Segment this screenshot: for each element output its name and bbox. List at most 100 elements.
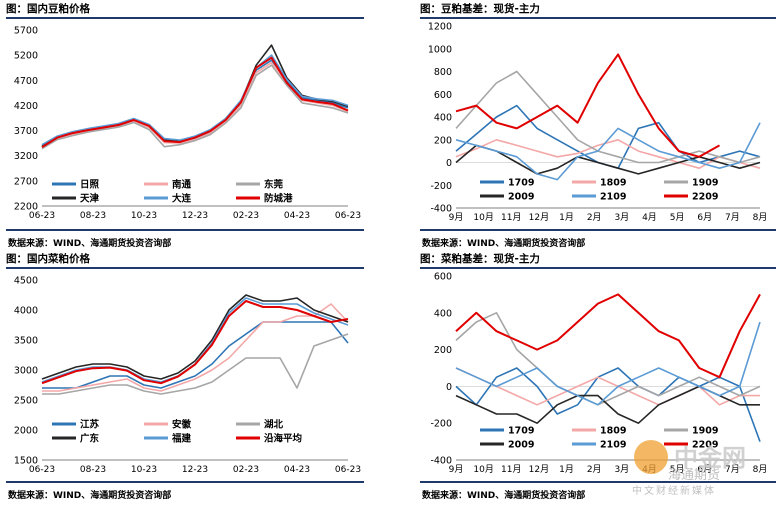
series-line <box>455 385 760 424</box>
x-tick-label: 04-23 <box>284 211 310 221</box>
y-tick-label: 4000 <box>14 306 38 317</box>
legend: 1709 1809 1909 2009 2109 2209 <box>480 178 718 203</box>
soymeal-basis-chart: -400 -200 0 200 400 600 800 1000 1200 9月 10月 11月 12月… <box>428 22 768 224</box>
x-tick-label: 5月 <box>670 464 685 475</box>
x-tick-label: 7月 <box>725 212 740 223</box>
legend-label: 1909 <box>692 178 718 189</box>
x-tick-label: 06-23 <box>335 465 361 475</box>
legend-label: 大连 <box>172 193 192 205</box>
series-line <box>455 122 761 181</box>
y-tick-label: 600 <box>434 272 452 283</box>
x-tick-label: 08-23 <box>80 211 106 221</box>
x-tick-label: 3月 <box>614 464 629 475</box>
series-line <box>42 333 349 395</box>
source-rule <box>6 481 364 483</box>
y-tick-label: 200 <box>434 345 452 356</box>
source-rule <box>420 229 776 231</box>
x-tick-label: 02-23 <box>233 211 259 221</box>
x-tick-label: 10月 <box>473 212 493 223</box>
x-tick-label: 12-23 <box>182 465 208 475</box>
legend-label: 福建 <box>171 433 192 445</box>
y-tick-label: 200 <box>434 135 452 146</box>
legend-label: 1809 <box>600 178 626 189</box>
title-rule <box>6 17 364 19</box>
y-tick-label: 3700 <box>14 126 38 137</box>
title-rule <box>420 267 776 269</box>
watermark-overlay: 海通期货 <box>668 468 721 483</box>
x-tick-label: 8月 <box>753 212 768 223</box>
series-line <box>455 321 761 406</box>
title-rule <box>6 267 364 269</box>
x-tick-label: 6月 <box>697 464 712 475</box>
x-tick-label: 4月 <box>642 212 657 223</box>
series-line <box>455 70 761 164</box>
y-tick-label: 0 <box>446 158 452 169</box>
watermark-sub: 中文财经新媒体 <box>632 486 716 497</box>
legend-label: 2109 <box>600 440 626 451</box>
legend-label: 2009 <box>508 192 534 203</box>
legend-label: 日照 <box>80 180 100 191</box>
source-note: 数据来源：WIND、海通期货投资咨询部 <box>422 239 586 249</box>
panel-title: 图：国内菜粕价格 <box>6 253 90 265</box>
legend-label: 广东 <box>80 433 100 445</box>
series-line <box>41 61 349 149</box>
legend-label: 南通 <box>172 179 192 191</box>
legend-label: 湖北 <box>264 419 284 431</box>
source-rule <box>6 229 364 231</box>
source-rule <box>420 481 776 483</box>
series-line <box>455 144 761 175</box>
x-tick-label: 12-23 <box>182 211 208 221</box>
legend-label: 1709 <box>508 178 534 189</box>
title-rule <box>420 17 776 19</box>
series-line <box>41 300 349 385</box>
y-tick-label: -400 <box>430 456 452 467</box>
watermark-coin-icon <box>634 440 668 474</box>
x-tick-label: 06-23 <box>29 211 55 221</box>
x-tick-label: 06-23 <box>29 465 55 475</box>
series-line <box>41 56 349 149</box>
y-tick-label: -400 <box>430 204 452 215</box>
legend-label: 1909 <box>692 426 718 437</box>
series-line <box>455 293 761 379</box>
series-line <box>41 294 349 380</box>
x-tick-label: 2月 <box>587 212 602 223</box>
x-tick-label: 10月 <box>473 464 493 475</box>
panel-title: 图：菜粕基差：现货-主力 <box>420 253 540 265</box>
series-line <box>41 54 349 146</box>
soymeal-price-chart: 2200 2700 3200 3700 4200 4700 5200 5700 06-23 08-… <box>14 26 361 222</box>
x-tick-label: 11月 <box>501 464 521 475</box>
legend-label: 2009 <box>508 440 534 451</box>
y-tick-label: 4700 <box>14 76 38 87</box>
panel-soymeal-price: 图：国内豆粕价格 2200 2700 3200 3700 4200 4700 5200 570… <box>6 2 364 250</box>
series-line <box>42 303 349 392</box>
y-tick-label: 2000 <box>14 426 38 437</box>
legend-label: 防城港 <box>264 193 293 205</box>
rapeseed-meal-price-chart: 1500 2000 2500 3000 3500 4000 4500 06-23 08-23 10… <box>14 276 361 476</box>
source-note: 数据来源：WIND、海通期货投资咨询部 <box>8 491 172 501</box>
x-tick-label: 1月 <box>559 212 574 223</box>
watermark: 中金网 海通期货 中文财经新媒体 <box>628 436 778 500</box>
x-tick-label: 9月 <box>449 212 464 223</box>
x-tick-label: 02-23 <box>233 465 259 475</box>
x-tick-label: 11月 <box>501 212 521 223</box>
x-tick-label: 08-23 <box>80 465 106 475</box>
legend-label: 沿海平均 <box>264 433 303 445</box>
y-tick-label: 2200 <box>14 202 38 213</box>
y-tick-label: 4500 <box>14 276 38 287</box>
y-tick-label: 4200 <box>14 101 38 112</box>
y-tick-label: -200 <box>430 181 452 192</box>
panel-title: 图：豆粕基差：现货-主力 <box>420 3 540 15</box>
legend-label: 2109 <box>600 192 626 203</box>
legend: 1709 1809 1909 2009 2109 2209 <box>480 426 718 451</box>
legend-label: 江苏 <box>80 419 100 431</box>
y-tick-label: 2500 <box>14 396 38 407</box>
series-line <box>455 367 760 406</box>
y-tick-label: 400 <box>434 308 452 319</box>
y-tick-label: 5700 <box>14 26 38 37</box>
y-tick-label: 1000 <box>428 44 452 55</box>
source-note: 数据来源：WIND、海通期货投资咨询部 <box>8 239 172 249</box>
y-tick-label: 400 <box>434 113 452 124</box>
x-tick-label: 12月 <box>529 212 549 223</box>
